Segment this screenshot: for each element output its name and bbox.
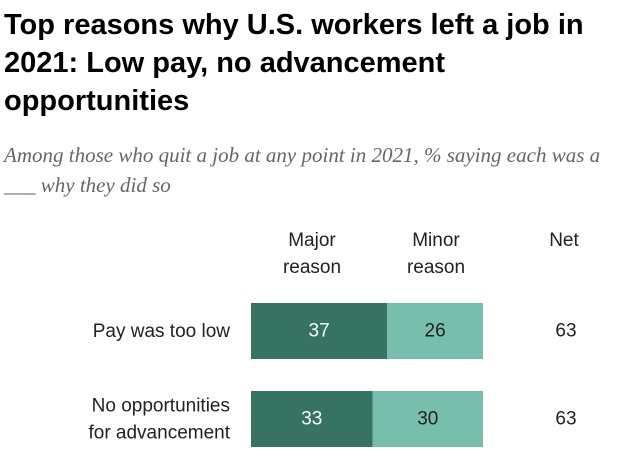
column-header-major: Major reason: [282, 230, 342, 278]
category-label: No opportunities for advancement: [88, 395, 230, 443]
bar-value-minor: 26: [425, 321, 446, 342]
chart-title: Top reasons why U.S. workers left a job …: [4, 9, 584, 117]
net-value: 63: [555, 321, 576, 342]
bar-value-major: 33: [301, 409, 322, 430]
category-label: Pay was too low: [93, 321, 231, 342]
column-header-net: Net: [549, 230, 579, 251]
bar-segment-minor: [372, 391, 483, 447]
chart-subtitle: Among those who quit a job at any point …: [4, 143, 601, 197]
bar-segment-minor: [387, 303, 483, 359]
bar-segment-major: [251, 303, 388, 359]
bar-value-major: 37: [309, 321, 330, 342]
column-header-minor: Minor reason: [406, 230, 466, 278]
net-value: 63: [555, 409, 576, 430]
bar-segment-major: [251, 391, 373, 447]
bar-value-minor: 30: [417, 409, 438, 430]
